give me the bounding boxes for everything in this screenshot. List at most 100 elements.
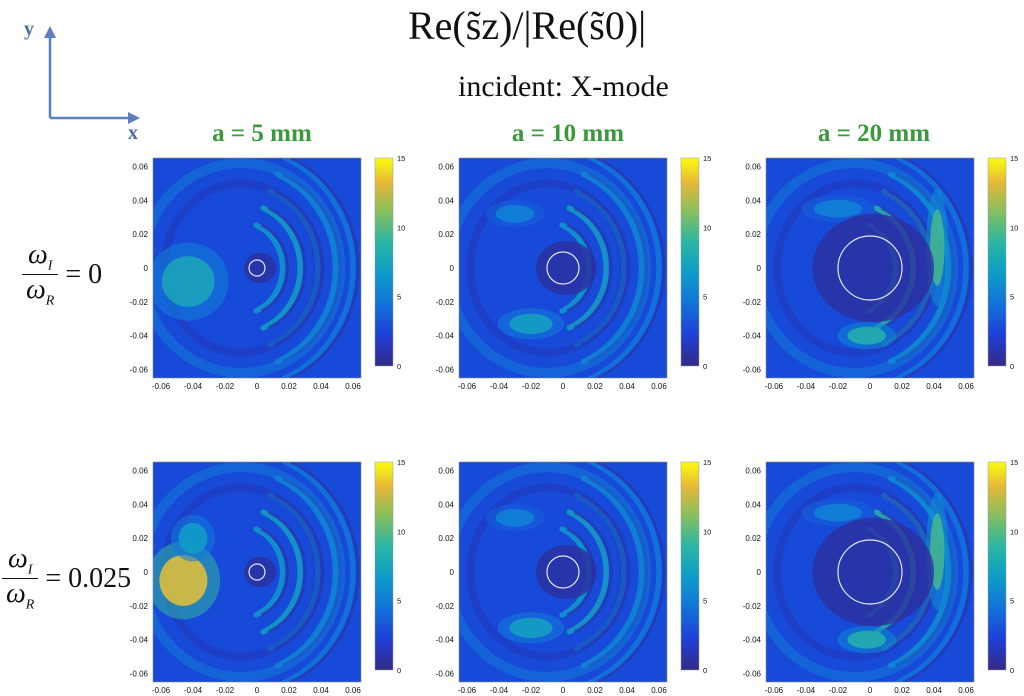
y-tick-label: 0.06 <box>438 162 454 171</box>
y-tick-label: -0.02 <box>743 602 762 611</box>
colorbar-tick-label: 15 <box>703 154 711 163</box>
plot-frame <box>765 461 975 683</box>
wave-front-arc <box>260 509 303 635</box>
x-tick-label: -0.04 <box>797 382 816 391</box>
x-tick-label: 0.04 <box>619 382 635 391</box>
wave-front-arc <box>274 475 339 669</box>
wave-trough-arc <box>267 206 307 330</box>
colorbar <box>987 461 1007 671</box>
y-tick-label: 0 <box>450 264 455 273</box>
wave-trough-arc <box>895 173 955 363</box>
colorbar-tick-label: 0 <box>1010 666 1014 675</box>
x-axis-indicator-label: x <box>128 122 138 144</box>
x-tick-label: 0.04 <box>313 382 329 391</box>
x-tick-label: -0.04 <box>797 686 816 695</box>
wave-trough-arc <box>260 527 290 617</box>
colorbar-tick-label: 10 <box>703 527 711 536</box>
heatmap-panel-r1c1: -0.06 -0.04 -0.02 0 0.02 0.04 0.06 0.06 0.04 0.02… <box>436 458 712 695</box>
axes-indicator <box>44 26 140 124</box>
y-tick-label: 0 <box>450 568 455 577</box>
y-tick-label: -0.04 <box>743 636 762 645</box>
y-tick-label: 0.02 <box>438 534 454 543</box>
y-tick-label: 0 <box>144 568 149 577</box>
heatmap-panel-r0c0: -0.06 -0.04 -0.02 0 0.02 0.04 0.06 0.06 0.04 0.02… <box>130 154 406 391</box>
wave-front-arc <box>588 462 662 682</box>
x-tick-label: 0.04 <box>926 382 942 391</box>
colorbar-tick-label: 5 <box>397 293 401 302</box>
colorbar-tick-label: 10 <box>397 527 405 536</box>
y-tick-label: -0.06 <box>130 670 149 679</box>
y-tick-label: 0.04 <box>438 500 454 509</box>
field-hotspot <box>814 503 862 522</box>
x-tick-label: -0.04 <box>490 686 509 695</box>
x-tick-label: -0.06 <box>458 686 477 695</box>
shadow-zone <box>244 252 277 284</box>
x-tick-label: -0.06 <box>765 686 784 695</box>
heatmap-field <box>153 158 361 378</box>
outer-ring <box>459 158 652 378</box>
y-tick-label: 0 <box>757 568 762 577</box>
field-hotspot <box>159 555 208 606</box>
obstacle-circle <box>248 563 266 581</box>
inner-trough-ring <box>466 179 628 357</box>
x-tick-label: 0 <box>255 686 260 695</box>
y-tick-label: -0.02 <box>436 602 455 611</box>
field-hotspot <box>509 617 553 638</box>
wave-front-arc <box>580 171 645 365</box>
y-tick-label: -0.04 <box>130 332 149 341</box>
heatmap-panel-r1c2: -0.06 -0.04 -0.02 0 0.02 0.04 0.06 0.06 0.04 0.02… <box>743 458 1019 695</box>
wave-trough-arc <box>588 173 648 363</box>
y-tick-label: -0.02 <box>130 602 149 611</box>
wave-front-arc <box>282 462 356 682</box>
colorbar <box>680 461 700 671</box>
heatmap-panel-r1c0: -0.06 -0.04 -0.02 0 0.02 0.04 0.06 0.06 0.04 0.02… <box>130 458 406 695</box>
x-tick-label: 0.06 <box>345 686 361 695</box>
x-tick-label: -0.02 <box>829 686 848 695</box>
x-tick-label: 0.02 <box>587 382 603 391</box>
x-tick-label: -0.02 <box>522 686 541 695</box>
wave-trough-arc <box>902 462 973 682</box>
y-tick-label: 0 <box>144 264 149 273</box>
wave-trough-arc <box>260 223 290 313</box>
x-tick-label: 0.06 <box>651 686 667 695</box>
wave-front-arc <box>566 509 609 635</box>
outer-ring <box>459 462 652 682</box>
shadow-zone <box>812 213 934 323</box>
column-header-a5: a = 5 mm <box>212 120 312 147</box>
row-equation-value: = 0 <box>65 258 103 290</box>
wave-trough-arc <box>595 462 666 682</box>
figure-title: Re(s̃z)/|Re(s̃0)| <box>408 3 647 48</box>
y-tick-label: 0.02 <box>132 534 148 543</box>
plot-frame <box>152 461 362 683</box>
colorbar-tick-label: 0 <box>397 362 401 371</box>
wave-trough-arc <box>289 158 360 378</box>
y-tick-label: 0 <box>757 264 762 273</box>
heatmap-field <box>766 158 974 378</box>
colorbar-tick-label: 15 <box>1010 458 1018 467</box>
y-tick-label: 0.04 <box>745 196 761 205</box>
colorbar-tick-label: 15 <box>397 154 405 163</box>
y-tick-label: -0.06 <box>436 670 455 679</box>
wave-trough-arc <box>573 510 613 634</box>
heatmap-panel-r0c2: -0.06 -0.04 -0.02 0 0.02 0.04 0.06 0.06 0.04 0.02… <box>743 154 1019 391</box>
y-tick-label: 0.04 <box>132 196 148 205</box>
y-tick-label: 0.04 <box>438 196 454 205</box>
wave-front-arc <box>887 475 952 669</box>
column-header-a20: a = 20 mm <box>817 120 931 147</box>
y-tick-label: 0.04 <box>745 500 761 509</box>
x-tick-label: -0.06 <box>152 686 171 695</box>
x-tick-label: 0.02 <box>281 686 297 695</box>
row-equation-value: = 0.025 <box>45 562 132 594</box>
x-tick-label: 0.06 <box>958 686 974 695</box>
wave-front-arc <box>260 205 303 331</box>
wave-front-arc <box>282 158 356 378</box>
x-tick-label: -0.02 <box>216 382 235 391</box>
wave-trough-arc <box>267 510 307 634</box>
x-tick-label: -0.02 <box>216 686 235 695</box>
colorbar-tick-label: 10 <box>703 223 711 232</box>
x-tick-label: -0.06 <box>765 382 784 391</box>
wave-front-arc <box>580 475 645 669</box>
y-tick-label: 0.06 <box>745 466 761 475</box>
y-tick-label: 0.02 <box>132 230 148 239</box>
